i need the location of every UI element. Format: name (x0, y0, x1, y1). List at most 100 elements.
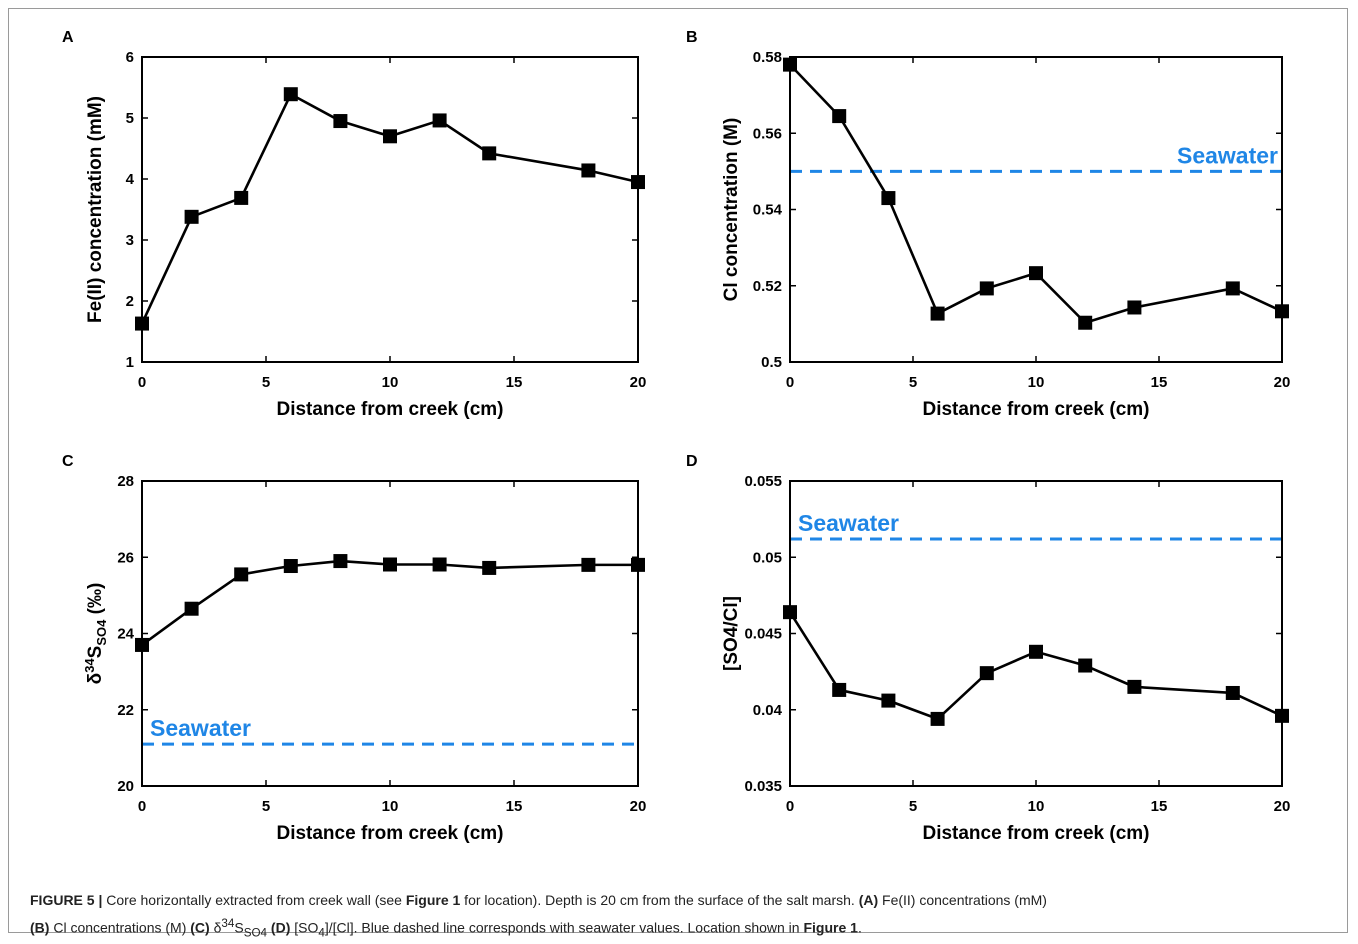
data-point (482, 560, 497, 575)
axes-box (141, 56, 639, 363)
data-point (432, 557, 447, 572)
caption-figure-label: FIGURE 5 | (30, 892, 103, 908)
y-tick-label: 0.56 (753, 125, 782, 142)
data-point (184, 209, 199, 224)
data-point (881, 693, 896, 708)
x-tick-label: 0 (138, 374, 146, 391)
x-axis-title: Distance from creek (cm) (922, 399, 1149, 420)
data-point (1127, 679, 1142, 694)
y-axis-title: δ34SSO4 (‰) (82, 583, 109, 685)
data-point (1029, 266, 1043, 281)
y-axis-title: Cl concentration (M) (721, 118, 742, 302)
caption-text: [SO (290, 919, 319, 936)
caption-tag-d: (D) (270, 919, 291, 936)
figure-frame (8, 8, 1348, 933)
y-tick-label: 0.58 (753, 49, 782, 66)
caption-subscript: 4 (318, 926, 325, 940)
series-line (141, 559, 638, 646)
caption-text: ]/[Cl]. Blue dashed line corresponds wit… (324, 919, 804, 936)
y-axis-title: [SO4/Cl] (721, 596, 742, 671)
x-tick-label: 0 (786, 374, 794, 391)
series-line (140, 92, 639, 325)
data-point (184, 601, 199, 616)
y-tick-label: 0.5 (761, 354, 782, 371)
y-tick-label: 0.52 (753, 278, 782, 295)
y-tick-label: 6 (126, 49, 134, 66)
data-point (832, 109, 847, 124)
panel-letter: C (62, 453, 74, 470)
y-tick-label: 5 (126, 110, 134, 127)
data-point (581, 557, 596, 572)
data-point (1029, 644, 1043, 659)
series-line (788, 611, 1283, 721)
caption-subscript: SO4 (243, 926, 268, 940)
x-tick-label: 0 (786, 798, 794, 815)
caption-text: S (234, 919, 244, 936)
x-tick-label: 5 (262, 798, 270, 815)
y-tick-label: 22 (117, 702, 134, 719)
x-tick-label: 0 (138, 798, 146, 815)
x-tick-label: 10 (1028, 798, 1045, 815)
data-point (383, 129, 397, 144)
data-point (979, 281, 994, 296)
data-point (930, 306, 945, 321)
caption-text: Fe(II) concentrations (mM) (878, 892, 1047, 908)
data-point (1225, 685, 1240, 700)
data-point (234, 190, 249, 205)
caption-text: Cl concentrations (M) (49, 919, 191, 936)
y-tick-label: 3 (126, 232, 134, 249)
x-axis-title: Distance from creek (cm) (276, 399, 503, 420)
seawater-label: Seawater (150, 715, 251, 741)
data-point (234, 567, 249, 582)
panel-letter: B (686, 29, 698, 46)
chart-panel-a: A 0 5 10 15 20 1 2 3 4 5 6 Distance from creek (cm) F… (62, 29, 646, 420)
caption-superscript: 34 (221, 917, 235, 930)
x-tick-label: 15 (1151, 374, 1168, 391)
seawater-label: Seawater (798, 510, 899, 536)
chart-panel-c: C 0 5 10 15 20 20 22 24 26 28 Seawater Distance from… (62, 453, 646, 844)
x-tick-label: 10 (382, 374, 399, 391)
data-point (333, 114, 348, 129)
x-tick-label: 20 (630, 798, 647, 815)
y-tick-label: 0.055 (744, 473, 782, 490)
y-tick-label: 2 (126, 293, 134, 310)
chart-panel-b: B 0 5 10 15 20 0.5 0.52 0.54 0.56 0.58 Seawater Dist… (686, 29, 1290, 420)
data-point (1078, 658, 1093, 673)
axes-box (789, 56, 1283, 363)
y-tick-label: 1 (126, 354, 134, 371)
panel-letter: D (686, 453, 698, 470)
y-tick-label: 0.05 (753, 549, 782, 566)
x-axis-title: Distance from creek (cm) (922, 823, 1149, 844)
x-tick-label: 5 (909, 374, 917, 391)
data-point (383, 557, 397, 572)
y-tick-label: 26 (117, 549, 134, 566)
y-tick-label: 0.54 (753, 202, 783, 219)
axes-box (141, 480, 639, 787)
x-tick-label: 5 (262, 374, 270, 391)
x-axis-title: Distance from creek (cm) (276, 823, 503, 844)
seawater-label: Seawater (1177, 142, 1278, 168)
x-tick-label: 15 (1151, 798, 1168, 815)
y-axis-title: Fe(II) concentration (mM) (85, 96, 106, 323)
x-tick-label: 20 (1274, 374, 1291, 391)
chart-panel-d: D 0 5 10 15 20 0.035 0.04 0.045 0.05 0.055 Seawater… (686, 453, 1290, 844)
data-point (979, 666, 994, 681)
y-tick-label: 24 (117, 626, 134, 643)
series-line (789, 63, 1283, 325)
data-point (1127, 300, 1142, 315)
figure-caption: FIGURE 5 | Core horizontally extracted f… (30, 889, 1330, 944)
data-point (283, 87, 298, 102)
y-tick-label: 0.035 (744, 778, 782, 795)
x-tick-label: 20 (1274, 798, 1291, 815)
caption-text: Core horizontally extracted from creek w… (102, 892, 406, 908)
caption-figure-link[interactable]: Figure 1 (803, 919, 858, 936)
caption-tag-a: (A) (858, 892, 879, 908)
data-point (930, 711, 945, 726)
axes-box (789, 480, 1283, 787)
caption-figure-link[interactable]: Figure 1 (405, 892, 461, 908)
caption-line-1: FIGURE 5 | Core horizontally extracted f… (30, 889, 1330, 912)
data-point (1078, 315, 1093, 330)
x-tick-label: 10 (382, 798, 399, 815)
x-tick-label: 15 (506, 374, 523, 391)
data-point (432, 113, 447, 128)
